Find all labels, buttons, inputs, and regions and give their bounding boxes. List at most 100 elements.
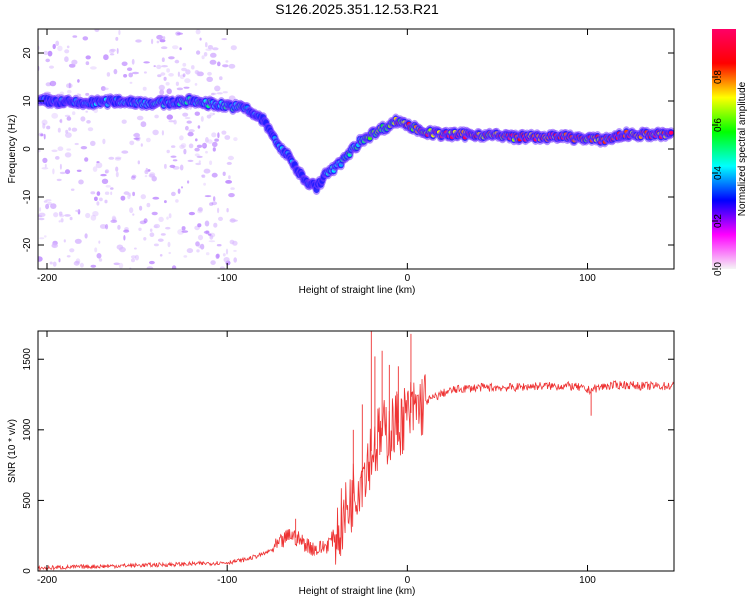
- noise-speckle: [96, 201, 100, 206]
- noise-speckle: [99, 224, 107, 229]
- noise-speckle: [203, 230, 210, 234]
- colorbar-tick-label: 0.4: [713, 166, 724, 180]
- noise-speckle: [40, 133, 44, 137]
- noise-speckle: [94, 247, 98, 253]
- noise-speckle: [64, 49, 70, 54]
- y-tick-label: 1500: [22, 348, 33, 371]
- noise-speckle: [187, 159, 194, 162]
- noise-speckle: [64, 152, 72, 158]
- noise-speckle: [90, 66, 97, 70]
- noise-speckle: [200, 243, 205, 250]
- noise-speckle: [56, 178, 62, 182]
- noise-speckle: [204, 220, 210, 227]
- noise-speckle: [230, 187, 235, 190]
- noise-speckle: [115, 156, 122, 160]
- colorbar-tick-label: 0.0: [713, 262, 724, 276]
- noise-speckle: [75, 209, 80, 212]
- noise-speckle: [233, 219, 238, 222]
- noise-speckle: [130, 175, 136, 180]
- noise-speckle: [217, 132, 220, 139]
- noise-speckle: [182, 62, 187, 67]
- noise-speckle: [212, 47, 219, 51]
- noise-speckle: [129, 81, 133, 84]
- noise-speckle: [210, 52, 217, 58]
- noise-speckle: [153, 65, 156, 68]
- colorbar: 0.0 0.2 0.4 0.6 0.8 Normalized spectral ampl…: [712, 29, 748, 276]
- noise-speckle: [90, 264, 97, 268]
- noise-speckle: [52, 261, 57, 267]
- noise-speckle: [128, 72, 133, 78]
- noise-speckle: [177, 32, 183, 35]
- noise-speckle: [38, 212, 46, 217]
- noise-speckle: [185, 69, 191, 75]
- noise-speckle: [146, 266, 154, 269]
- noise-speckle: [38, 217, 45, 221]
- noise-speckle: [194, 70, 199, 75]
- noise-speckle: [143, 61, 150, 64]
- noise-speckle: [140, 143, 143, 147]
- noise-speckle: [134, 247, 137, 250]
- noise-speckle: [110, 48, 116, 52]
- noise-speckle: [110, 191, 113, 196]
- noise-speckle: [66, 148, 71, 151]
- noise-speckle: [184, 78, 191, 84]
- noise-speckle: [232, 240, 238, 246]
- noise-speckle: [215, 253, 220, 259]
- noise-speckle: [165, 82, 170, 86]
- noise-speckle: [188, 211, 195, 216]
- noise-speckle: [225, 180, 233, 184]
- y-tick-label: -10: [22, 189, 33, 204]
- noise-speckle: [183, 255, 188, 258]
- noise-speckle: [221, 38, 228, 41]
- noise-speckle: [204, 195, 212, 198]
- noise-speckle: [103, 54, 109, 61]
- noise-speckle: [106, 72, 111, 77]
- noise-speckle: [179, 135, 184, 141]
- y-tick-label: 1000: [22, 418, 33, 441]
- noise-speckle: [51, 149, 58, 153]
- noise-speckle: [59, 163, 62, 170]
- noise-speckle: [66, 45, 70, 49]
- noise-speckle: [170, 155, 177, 158]
- noise-speckle: [177, 229, 185, 235]
- noise-speckle: [205, 48, 212, 51]
- noise-speckle: [78, 179, 84, 185]
- noise-speckle: [172, 45, 179, 50]
- noise-speckle: [90, 140, 96, 146]
- snr-series-line: [38, 374, 674, 571]
- noise-speckle: [127, 67, 133, 71]
- noise-speckle: [123, 235, 126, 241]
- noise-speckle: [165, 226, 171, 230]
- noise-speckle: [159, 89, 165, 96]
- noise-speckle: [181, 230, 189, 233]
- noise-speckle: [144, 175, 148, 178]
- noise-speckle: [102, 87, 109, 91]
- noise-speckle: [221, 130, 227, 135]
- noise-speckle: [121, 150, 129, 154]
- noise-speckle: [168, 120, 175, 123]
- noise-speckle: [115, 171, 119, 178]
- noise-speckle: [79, 262, 84, 268]
- noise-speckle: [66, 83, 73, 89]
- noise-speckle: [230, 45, 237, 51]
- noise-speckle: [208, 240, 216, 243]
- noise-speckle: [121, 119, 127, 124]
- noise-speckle: [216, 92, 223, 95]
- noise-speckle: [146, 137, 151, 143]
- noise-speckle: [222, 171, 226, 176]
- noise-speckle: [211, 201, 218, 206]
- noise-speckle: [212, 92, 217, 95]
- noise-speckle: [186, 248, 194, 254]
- noise-speckle: [100, 173, 107, 177]
- noise-speckle: [134, 132, 140, 137]
- noise-speckle: [179, 144, 185, 149]
- noise-speckle: [186, 120, 192, 124]
- noise-speckle: [47, 50, 53, 57]
- noise-speckle: [65, 132, 72, 138]
- noise-speckle: [151, 211, 158, 216]
- noise-speckle: [217, 61, 221, 67]
- y-tick-label: -20: [22, 237, 33, 252]
- noise-speckle: [209, 234, 214, 240]
- noise-speckle: [187, 180, 190, 184]
